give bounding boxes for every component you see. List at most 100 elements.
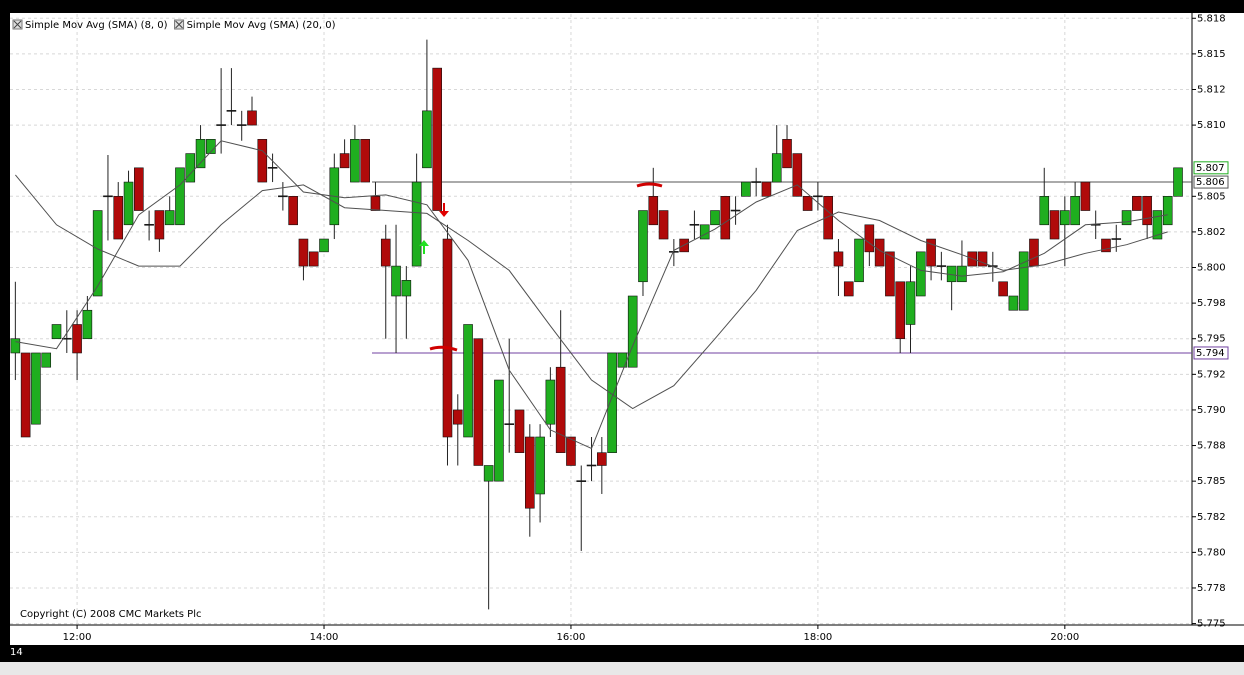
candle-body: [134, 167, 144, 211]
candle-body: [1018, 251, 1029, 311]
candle-body: [1070, 196, 1080, 226]
candle-body: [638, 210, 648, 283]
level-label: 5.806: [1196, 177, 1225, 188]
candle-body: [926, 238, 936, 267]
level-box: [1193, 175, 1229, 189]
candle-body: [61, 337, 72, 340]
candle-body: [20, 352, 31, 438]
candle-body: [885, 251, 895, 297]
y-tick-label: 5.810: [1197, 120, 1226, 131]
legend-label: Simple Mov Avg (SMA) (20, 0): [187, 20, 336, 31]
candle-body: [1080, 181, 1091, 211]
candle-body: [586, 464, 597, 467]
candle-body: [1029, 238, 1039, 267]
candle-body: [854, 238, 864, 283]
candle-body: [483, 465, 494, 482]
candle-body: [144, 223, 154, 226]
y-tick-label: 5.800: [1197, 263, 1226, 274]
candle-body: [1111, 238, 1122, 240]
candle-body: [833, 251, 844, 267]
y-tick-label: 5.798: [1197, 298, 1226, 309]
y-tick-label: 5.775: [1197, 619, 1226, 630]
sell-signal-arrow: [439, 203, 449, 217]
candle-body: [72, 324, 82, 354]
candle-body: [1152, 210, 1163, 240]
status-strip: [0, 662, 1244, 675]
legend-label: Simple Mov Avg (SMA) (8, 0): [25, 20, 168, 31]
candle-body: [31, 352, 41, 425]
layers: 5.775 5.778 5.780 5.782 5.785 5.788 5.790 5.792…: [10, 13, 1229, 643]
y-tick-label: 5.818: [1197, 13, 1226, 24]
candle-body: [566, 436, 576, 466]
candle-body: [391, 265, 401, 297]
x-tick-label: 18:00: [803, 632, 832, 643]
last-price-label: 5.807: [1196, 163, 1225, 174]
candle-body: [874, 238, 885, 267]
sma-line: [15, 140, 1168, 450]
candle-body: [1049, 210, 1060, 240]
candle-body: [370, 196, 381, 211]
candle-body: [319, 238, 329, 253]
candle-body: [1101, 238, 1111, 253]
candle-body: [257, 139, 268, 183]
candle-body: [185, 153, 196, 183]
x-tick-label: 14:00: [310, 632, 339, 643]
candle-body: [164, 210, 175, 226]
candle-body: [535, 436, 545, 495]
candle-body: [236, 124, 247, 126]
candle-body: [957, 265, 967, 283]
candle-body: [792, 153, 803, 197]
candle-body: [1132, 196, 1142, 211]
candle-body: [10, 338, 21, 354]
candle-body: [494, 379, 504, 482]
candle-body: [813, 195, 823, 198]
candle-body: [730, 209, 741, 212]
candle-body: [308, 251, 319, 267]
candle-body: [843, 281, 854, 297]
candle-body: [699, 224, 710, 240]
y-tick-label: 5.782: [1197, 512, 1226, 523]
candle-body: [771, 153, 782, 183]
y-tick-label: 5.812: [1197, 84, 1226, 95]
y-tick-label: 5.790: [1197, 405, 1226, 416]
candle-body: [761, 181, 772, 197]
candle-body: [998, 281, 1008, 297]
y-tick-label: 5.805: [1197, 191, 1226, 202]
legend-check: [175, 20, 183, 29]
candle-body: [741, 181, 751, 197]
candle-body: [751, 181, 761, 183]
candle-body: [1173, 167, 1183, 197]
y-tick-label: 5.792: [1197, 369, 1226, 380]
candle-body: [51, 324, 62, 340]
legend-check: [13, 20, 22, 29]
candle-body: [915, 251, 926, 297]
legend: Simple Mov Avg (SMA) (8, 0) Simple Mov Av…: [12, 19, 336, 31]
candle-body: [977, 251, 988, 267]
candle-body: [442, 238, 453, 438]
corner-label: 14: [10, 647, 23, 658]
candle-body: [123, 181, 134, 226]
candle-body: [411, 181, 422, 267]
level-label: 5.794: [1196, 348, 1225, 359]
candle-body: [226, 110, 237, 112]
last-price-box: [1193, 161, 1229, 175]
candle-body: [103, 195, 113, 198]
candle-body: [463, 324, 473, 438]
candle-body: [627, 295, 638, 368]
grid: [10, 14, 1196, 629]
candle-body: [216, 124, 226, 126]
buy-signal-arrow: [419, 240, 429, 254]
drawn-mark: [429, 345, 458, 352]
candle-body: [823, 196, 833, 240]
candle-body: [504, 423, 515, 425]
plot-area: [10, 13, 1244, 645]
candle-body: [597, 452, 607, 466]
candle-body: [452, 409, 463, 425]
candle-body: [1121, 210, 1132, 226]
candle-body: [473, 338, 484, 466]
candle-body: [545, 379, 556, 425]
candle-body: [432, 67, 442, 211]
candle-body: [380, 238, 391, 267]
candle-body: [710, 210, 720, 226]
candle-body: [41, 352, 52, 368]
